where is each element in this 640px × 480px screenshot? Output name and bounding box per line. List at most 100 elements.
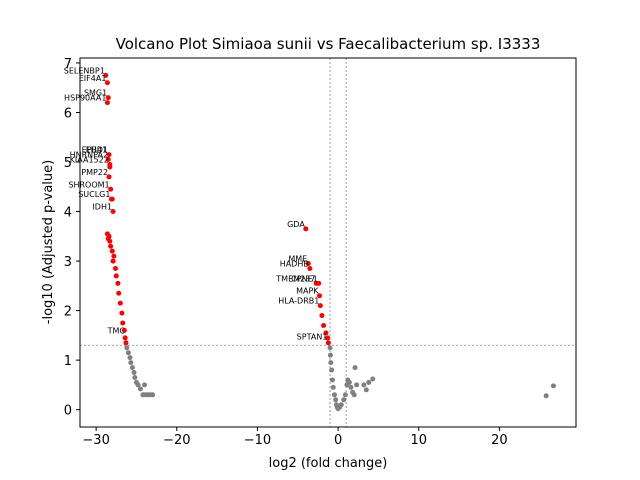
point-label-7: KIAA1522 — [70, 155, 109, 164]
x-tick-label-4: 10 — [410, 433, 427, 448]
data-point-s0-8 — [106, 174, 112, 180]
data-point-s1-16 — [327, 345, 333, 351]
x-tick-label-3: 0 — [334, 433, 342, 448]
data-point-s1-4 — [129, 365, 135, 371]
data-point-s0-23 — [115, 280, 121, 286]
point-label-14: HADHB — [280, 260, 309, 269]
chart-title: Volcano Plot Simiaoa sunii vs Faecalibac… — [116, 35, 541, 53]
data-point-s1-17 — [327, 352, 333, 358]
point-label-3: HSP90AA1 — [64, 94, 106, 103]
data-point-s0-37 — [317, 303, 323, 309]
data-point-s0-21 — [112, 266, 118, 272]
y-tick-label-6: 6 — [64, 106, 72, 121]
data-point-s1-23 — [333, 397, 339, 403]
data-point-s0-3 — [104, 100, 110, 106]
x-tick-label-0: −30 — [82, 433, 109, 448]
x-axis-label: log2 (fold change) — [269, 456, 388, 471]
data-point-s1-15 — [150, 392, 156, 398]
data-point-s1-3 — [128, 360, 134, 366]
data-point-s0-26 — [119, 310, 125, 316]
threshold-lines — [80, 58, 576, 427]
y-tick-label-2: 2 — [64, 305, 72, 320]
plot-background — [80, 58, 576, 427]
point-label-12: GDA — [287, 220, 305, 229]
data-point-s1-6 — [132, 374, 138, 380]
data-point-s0-22 — [113, 273, 119, 279]
data-point-s1-2 — [127, 355, 133, 361]
point-label-11: IDH1 — [92, 203, 112, 212]
data-point-s0-5 — [105, 157, 111, 163]
point-label-10: SUCLG1 — [78, 190, 110, 199]
data-point-s0-27 — [120, 320, 126, 326]
data-point-s1-8 — [135, 382, 141, 388]
data-point-s0-20 — [110, 258, 116, 264]
x-tick-label-1: −20 — [163, 433, 190, 448]
data-point-s0-24 — [116, 290, 122, 296]
data-point-s0-40 — [323, 330, 329, 336]
data-point-s0-7 — [107, 164, 113, 170]
data-point-s1-41 — [366, 379, 372, 385]
point-label-19: SPTAN1 — [297, 332, 328, 341]
x-tick-label-2: −10 — [244, 433, 271, 448]
data-point-s0-30 — [123, 340, 129, 346]
point-label-1: EIF4A1 — [79, 74, 107, 83]
data-point-s0-9 — [108, 186, 114, 192]
data-point-s1-42 — [370, 376, 376, 382]
y-tick-label-4: 4 — [64, 206, 72, 221]
data-point-s1-0 — [124, 345, 130, 351]
point-label-20: TMC — [107, 326, 126, 335]
data-point-s1-20 — [329, 377, 335, 383]
axes-frame — [79, 57, 577, 428]
point-label-17: MAPK — [296, 287, 319, 296]
y-tick-label-5: 5 — [64, 156, 72, 171]
point-label-18: HLA-DRB1 — [278, 297, 319, 306]
point-label-15: TMEM237 — [275, 274, 315, 283]
data-point-s0-18 — [109, 248, 115, 254]
data-point-s0-17 — [108, 243, 114, 249]
data-point-s0-11 — [109, 196, 115, 202]
y-tick-label-0: 0 — [64, 404, 72, 419]
data-point-s1-1 — [125, 350, 131, 356]
point-label-5: EPB41 — [82, 146, 108, 155]
data-point-s0-42 — [325, 340, 331, 346]
data-point-s1-39 — [361, 382, 367, 388]
data-point-s1-36 — [351, 392, 357, 398]
data-point-s0-12 — [110, 209, 116, 215]
y-tick-label-7: 7 — [64, 57, 72, 72]
data-points — [103, 72, 556, 412]
data-point-s1-38 — [352, 365, 358, 371]
data-point-s1-18 — [328, 360, 334, 366]
data-point-s0-35 — [316, 280, 322, 286]
data-point-s0-4 — [106, 152, 112, 158]
data-point-s1-10 — [137, 386, 143, 392]
data-point-s1-34 — [348, 384, 354, 390]
data-point-s0-0 — [103, 72, 109, 78]
data-point-s1-22 — [331, 392, 337, 398]
point-label-4: EHD1 — [86, 146, 108, 155]
point-label-6: HNRNPA2 — [70, 151, 108, 160]
data-point-s0-1 — [104, 80, 110, 86]
data-point-s0-2 — [105, 95, 111, 101]
data-point-s1-37 — [354, 382, 360, 388]
x-axis: −30 −20 −10 0 10 20 — [82, 427, 508, 448]
point-label-16: CPNE1 — [291, 274, 318, 283]
y-axis: 0 1 2 3 4 5 6 7 — [64, 57, 80, 419]
data-point-s1-43 — [543, 393, 549, 399]
data-point-s1-33 — [346, 379, 352, 385]
data-point-s0-28 — [121, 327, 127, 333]
data-point-s1-30 — [342, 392, 348, 398]
data-point-s0-16 — [107, 238, 113, 244]
x-tick-label-5: 20 — [491, 433, 508, 448]
data-point-s1-44 — [550, 383, 556, 389]
point-label-9: SHROOM1 — [68, 180, 109, 189]
data-point-s1-21 — [330, 384, 336, 390]
data-point-s0-38 — [319, 313, 325, 319]
data-point-s0-31 — [303, 226, 309, 232]
data-point-s1-9 — [142, 382, 148, 388]
y-tick-label-1: 1 — [64, 354, 72, 369]
data-point-s0-25 — [117, 300, 123, 306]
data-point-s1-40 — [363, 387, 369, 393]
data-point-s1-29 — [341, 397, 347, 403]
